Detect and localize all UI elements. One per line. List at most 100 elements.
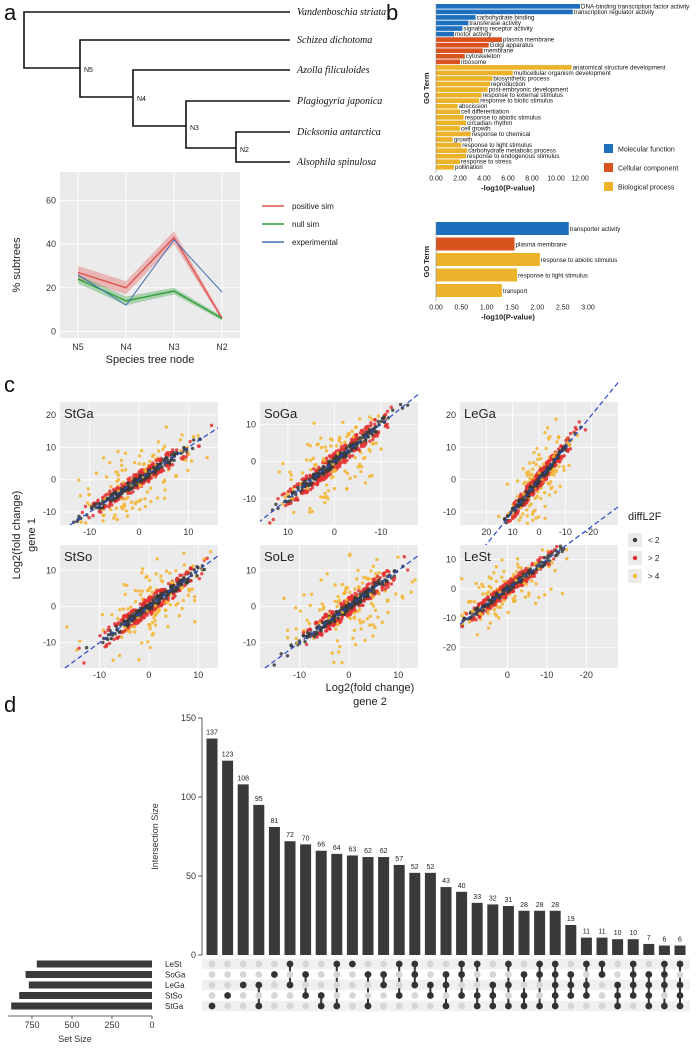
data-point	[486, 595, 490, 599]
data-point	[205, 455, 209, 460]
data-point	[527, 569, 531, 574]
data-point	[488, 621, 493, 625]
data-point	[307, 621, 312, 626]
data-point	[341, 420, 345, 425]
data-point	[514, 578, 518, 582]
data-point	[309, 592, 314, 597]
matrix-dot-empty	[271, 960, 278, 968]
data-point	[527, 593, 531, 598]
data-point	[100, 612, 105, 617]
data-point	[515, 557, 520, 561]
data-point	[506, 519, 511, 524]
data-point	[143, 469, 148, 473]
go-bar	[436, 268, 518, 282]
data-point	[147, 464, 152, 469]
panel-title: StGa	[64, 406, 94, 421]
matrix-dot-filled	[661, 981, 668, 989]
data-point	[368, 614, 373, 619]
set-size-bar	[11, 1002, 153, 1010]
x-tick-label: 1.50	[505, 305, 519, 312]
data-point	[472, 600, 477, 604]
data-point	[556, 459, 561, 464]
x-tick-label: 0	[146, 670, 151, 680]
data-point	[288, 487, 293, 491]
data-point	[181, 454, 186, 459]
legend-swatch	[604, 144, 613, 153]
go-term-label: circadian rhythm	[467, 120, 512, 127]
branch-dicksonia	[235, 131, 290, 148]
data-point	[129, 605, 133, 609]
data-point	[104, 475, 109, 479]
data-point	[348, 455, 352, 459]
diagonal-line	[69, 427, 219, 526]
data-point	[551, 454, 556, 459]
data-point	[156, 449, 161, 453]
y-tick-label: -10	[43, 507, 56, 517]
data-point	[192, 568, 196, 572]
matrix-dot-filled	[551, 960, 559, 968]
data-point	[320, 495, 325, 499]
data-point	[150, 621, 155, 625]
data-point	[170, 453, 174, 457]
diagonal-line	[459, 382, 619, 578]
data-point	[389, 405, 393, 409]
data-point	[358, 592, 363, 596]
data-point	[166, 451, 170, 455]
intersection-bar	[471, 902, 483, 955]
bar-value-label: 6	[678, 937, 682, 944]
data-point	[146, 480, 151, 484]
x-tick-label: 10	[283, 527, 293, 537]
data-point	[516, 565, 521, 570]
data-point	[126, 491, 130, 496]
data-point	[124, 489, 128, 493]
data-point	[372, 591, 376, 595]
data-point	[146, 640, 150, 644]
data-point	[101, 519, 105, 523]
data-point	[321, 625, 326, 629]
data-point	[533, 496, 537, 500]
set-label: StGa	[165, 1002, 184, 1011]
go-bar	[436, 9, 573, 15]
data-point	[175, 576, 180, 580]
data-point	[583, 428, 588, 432]
data-point	[377, 571, 381, 575]
data-point	[174, 473, 179, 478]
matrix-dot-filled	[520, 1002, 528, 1010]
data-point	[196, 434, 200, 438]
data-point	[288, 470, 292, 474]
intersection-bar	[549, 910, 561, 955]
data-point	[111, 488, 116, 492]
matrix-dot-empty	[536, 981, 543, 989]
go-bar	[436, 142, 462, 148]
matrix-dot-filled	[661, 960, 668, 968]
matrix-dot-filled	[645, 1002, 653, 1010]
intersection-bar	[393, 864, 405, 955]
data-point	[553, 490, 558, 494]
y-tick-label: 60	[46, 195, 56, 205]
data-point	[535, 494, 540, 499]
data-point	[348, 590, 352, 594]
y-tick-label: -10	[443, 507, 456, 517]
matrix-dot-empty	[427, 1002, 434, 1010]
branch-root	[23, 37, 80, 69]
matrix-dot-empty	[239, 960, 247, 968]
data-point	[174, 603, 178, 607]
intersection-bar	[315, 850, 327, 955]
data-point	[519, 566, 524, 570]
matrix-dot-filled	[489, 1002, 497, 1010]
data-point	[120, 497, 124, 501]
x-tick-label: -10	[293, 670, 306, 680]
data-point	[143, 504, 148, 509]
data-point	[371, 623, 375, 627]
data-point	[494, 579, 499, 584]
data-point	[331, 614, 336, 618]
x-tick-label: N4	[120, 342, 132, 352]
matrix-dot-empty	[208, 971, 216, 978]
data-point	[153, 612, 158, 617]
data-point	[533, 562, 537, 566]
data-point	[351, 435, 356, 439]
data-point	[287, 499, 291, 503]
data-point	[296, 485, 300, 489]
matrix-dot-empty	[364, 960, 372, 968]
data-point	[357, 618, 362, 622]
